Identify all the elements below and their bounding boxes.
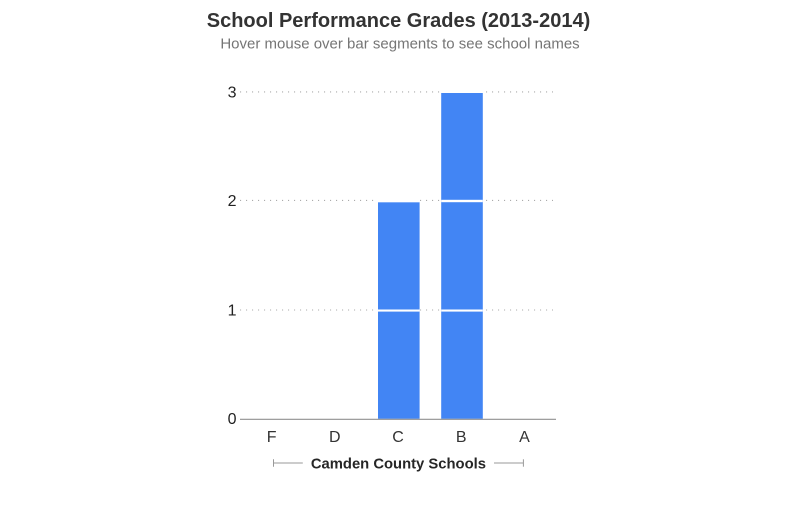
svg-text:2: 2 (228, 193, 237, 210)
svg-text:1: 1 (228, 303, 237, 320)
svg-text:A: A (519, 429, 530, 446)
svg-text:F: F (267, 429, 277, 446)
svg-text:Hover mouse over bar segments: Hover mouse over bar segments to see sch… (220, 35, 579, 52)
svg-text:School Performance Grades (201: School Performance Grades (2013-2014) (207, 10, 591, 32)
svg-text:Camden County Schools: Camden County Schools (311, 457, 486, 473)
svg-text:B: B (456, 429, 467, 446)
svg-text:0: 0 (228, 411, 237, 428)
svg-text:C: C (392, 429, 404, 446)
svg-text:D: D (329, 429, 341, 446)
svg-text:3: 3 (228, 84, 237, 101)
